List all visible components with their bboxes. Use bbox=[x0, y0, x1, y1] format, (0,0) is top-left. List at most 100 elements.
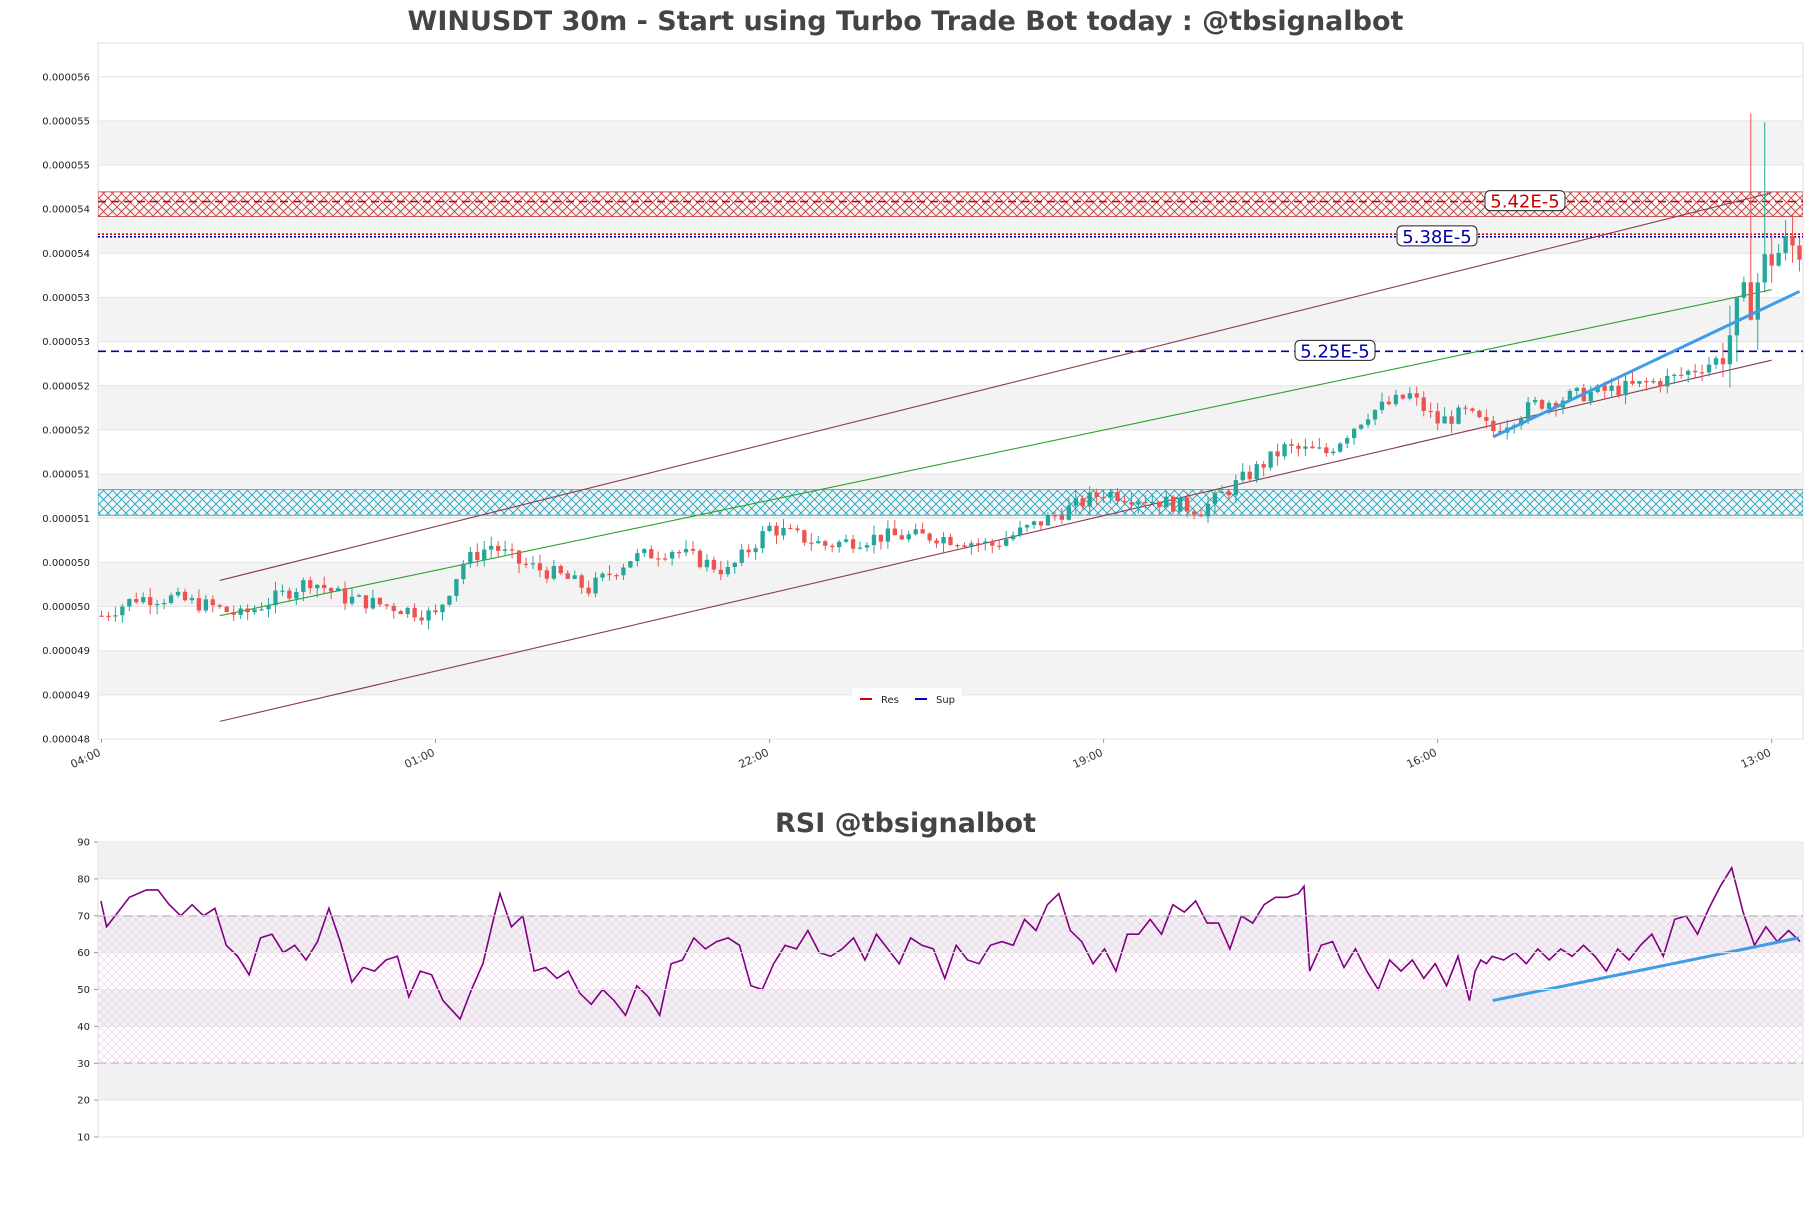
price-tick-label: 0.000053 bbox=[42, 293, 90, 304]
rsi-line-group bbox=[100, 865, 1801, 1021]
candle-body bbox=[635, 553, 640, 562]
candle-body bbox=[809, 542, 814, 544]
candle-body bbox=[1776, 252, 1781, 266]
candle-body bbox=[148, 597, 153, 606]
candle-body bbox=[1122, 500, 1127, 503]
candle-body bbox=[614, 575, 619, 577]
candle-body bbox=[948, 536, 953, 546]
level-label: 5.25E-5 bbox=[1300, 341, 1369, 362]
price-tick-label: 0.000049 bbox=[42, 690, 90, 701]
price-trendline bbox=[1492, 290, 1801, 439]
time-tick-label: 16:00 bbox=[1405, 746, 1439, 771]
time-tick-label: 01:00 bbox=[403, 746, 437, 771]
legend: Res Sup bbox=[852, 688, 962, 708]
candle-body bbox=[182, 591, 188, 601]
candle-body bbox=[1080, 498, 1085, 507]
candle-body bbox=[516, 550, 522, 564]
candle-body bbox=[1463, 407, 1468, 409]
candle-body bbox=[871, 534, 877, 546]
candle-body bbox=[586, 587, 591, 594]
candle-body bbox=[788, 527, 793, 530]
candle-body bbox=[161, 602, 167, 605]
candle-body bbox=[461, 563, 466, 580]
candle-body bbox=[1066, 505, 1071, 520]
candle-body bbox=[1456, 407, 1461, 424]
candle-body bbox=[1609, 385, 1614, 391]
candle-body bbox=[1790, 235, 1795, 246]
candle-body bbox=[342, 588, 348, 604]
level-label: 5.38E-5 bbox=[1402, 227, 1471, 248]
level-label: 5.42E-5 bbox=[1490, 192, 1559, 213]
candle-body bbox=[823, 541, 828, 546]
level-label-box bbox=[1294, 339, 1376, 361]
candle-body bbox=[1129, 502, 1134, 505]
candle-body bbox=[189, 598, 195, 601]
price-tick-label: 0.000052 bbox=[42, 425, 90, 436]
candle-body bbox=[697, 550, 703, 568]
candle-body bbox=[774, 525, 779, 536]
candle-body bbox=[1623, 380, 1628, 396]
rsi-chart-title: RSI @tbsignalbot bbox=[774, 808, 1037, 839]
candle-body bbox=[1713, 358, 1719, 365]
legend-sup-label: Sup bbox=[936, 695, 955, 706]
candle-body bbox=[1470, 408, 1475, 411]
candle-body bbox=[656, 558, 661, 560]
candle-body bbox=[1351, 428, 1357, 439]
candle-body bbox=[370, 597, 376, 609]
candle-body bbox=[1205, 503, 1211, 517]
level-label-box bbox=[1396, 225, 1478, 247]
candle-body bbox=[649, 549, 654, 559]
candle-body bbox=[1345, 438, 1350, 444]
candle-body bbox=[816, 541, 821, 544]
candle-body bbox=[1024, 525, 1030, 528]
rsi-trendline-group bbox=[1492, 936, 1800, 1003]
candle-body bbox=[1254, 464, 1259, 480]
candle-body bbox=[593, 577, 598, 594]
candle-body bbox=[252, 609, 257, 613]
candle-body bbox=[1177, 497, 1183, 512]
candle-body bbox=[725, 567, 730, 575]
candle-body bbox=[899, 535, 904, 540]
candle-body bbox=[1296, 445, 1301, 449]
main-band bbox=[98, 650, 1803, 695]
candle-body bbox=[690, 548, 696, 551]
rsi-band bbox=[98, 842, 1803, 879]
candle-body bbox=[530, 563, 536, 565]
candle-body bbox=[1289, 444, 1294, 446]
candle-body bbox=[1539, 400, 1545, 409]
candle-body bbox=[676, 552, 682, 554]
candle-body bbox=[836, 541, 842, 548]
candle-body bbox=[294, 591, 299, 599]
candle-body bbox=[1720, 358, 1726, 365]
candle-body bbox=[1393, 394, 1399, 405]
candle-body bbox=[718, 569, 724, 575]
candle-body bbox=[1386, 401, 1392, 405]
candle-body bbox=[482, 549, 487, 561]
candle-body bbox=[1574, 387, 1579, 391]
candle-body bbox=[1317, 447, 1322, 449]
candle-body bbox=[141, 597, 146, 603]
candle-body bbox=[287, 590, 292, 599]
candle-body bbox=[1310, 446, 1315, 449]
candle-body bbox=[175, 591, 181, 596]
candle-body bbox=[1324, 447, 1329, 454]
rsi-line bbox=[100, 865, 1801, 1021]
candle-body bbox=[1414, 393, 1419, 398]
candle-body bbox=[1428, 410, 1433, 413]
price-tick-label: 0.000054 bbox=[42, 205, 90, 216]
candle-body bbox=[328, 588, 334, 592]
candle-body bbox=[711, 559, 717, 570]
time-tick-label: 13:00 bbox=[1739, 746, 1773, 771]
price-tick-label: 0.000051 bbox=[42, 514, 90, 525]
candle-body bbox=[1233, 480, 1238, 496]
candle-body bbox=[1484, 417, 1489, 421]
rsi-tick-label: 60 bbox=[77, 948, 90, 959]
candle-body bbox=[1602, 385, 1607, 391]
candle-body bbox=[1727, 335, 1733, 365]
rsi-tick-label: 20 bbox=[77, 1096, 90, 1107]
candle-body bbox=[99, 615, 104, 617]
candle-body bbox=[934, 540, 939, 544]
level-label-box bbox=[1484, 190, 1566, 212]
rsi-tick-label: 30 bbox=[77, 1059, 90, 1070]
